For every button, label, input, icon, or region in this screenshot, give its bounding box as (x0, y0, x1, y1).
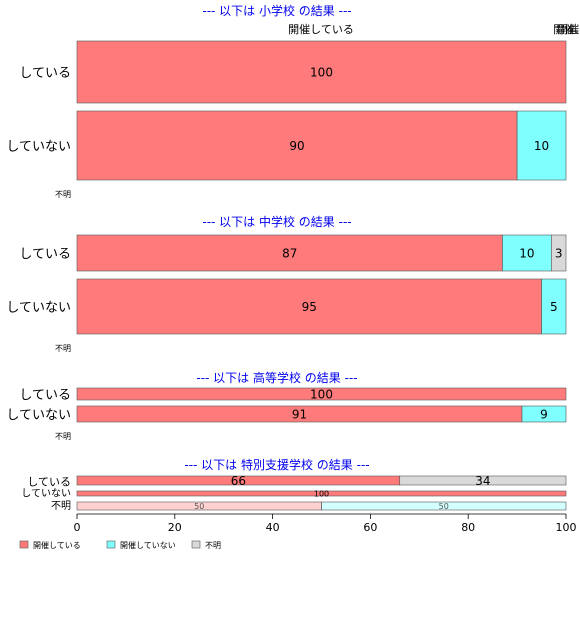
bar-segment (551, 234, 567, 272)
data-label: 100 (310, 388, 333, 402)
header-label-not-held: 開催. (553, 22, 579, 36)
bar-segment (399, 475, 567, 486)
x-tick-label: 100 (556, 521, 577, 534)
x-tick-label: 0 (74, 521, 81, 534)
header-label-unknown: 開催. (557, 22, 580, 36)
data-label: 50 (439, 502, 449, 511)
x-tick-label: 80 (461, 521, 475, 534)
legend-label: 不明 (205, 541, 221, 550)
row-label: している (27, 476, 71, 489)
row-label: している (19, 247, 71, 262)
bar-segment (76, 110, 518, 181)
panel-title: --- 以下は 特別支援学校 の結果 --- (184, 457, 369, 472)
panel-title: --- 以下は 高等学校 の結果 --- (196, 370, 357, 385)
legend-label: 開催している (33, 540, 81, 550)
data-label: 9 (540, 408, 548, 422)
bar-segment (76, 234, 503, 272)
data-label: 10 (519, 247, 534, 261)
row-label: していない (21, 488, 71, 500)
bar-segment (76, 278, 542, 335)
bar-segment (502, 234, 552, 272)
row-label-empty: 不明 (55, 432, 71, 441)
data-label: 100 (310, 66, 333, 80)
legend-swatch (106, 540, 116, 549)
legend-swatch (191, 540, 201, 549)
bar-segment (76, 387, 567, 401)
data-label: 10 (534, 139, 549, 153)
bar-segment (541, 278, 567, 335)
row-label: している (19, 66, 71, 81)
bar-segment (76, 40, 567, 104)
data-label: 50 (194, 502, 204, 511)
bar-segment (76, 490, 567, 497)
x-tick-label: 60 (363, 521, 377, 534)
row-label: していない (6, 408, 71, 423)
bar-segment (321, 501, 567, 511)
data-label: 95 (302, 300, 317, 314)
data-label: 100 (314, 490, 329, 499)
x-tick-label: 20 (168, 521, 182, 534)
row-label: していない (6, 301, 71, 316)
row-label: 不明 (51, 500, 71, 512)
row-label: している (19, 388, 71, 403)
legend-label: 開催していない (120, 540, 176, 550)
data-label: 3 (555, 247, 563, 261)
row-label-empty: 不明 (55, 344, 71, 353)
bar-segment (521, 405, 567, 423)
data-label: 5 (550, 300, 558, 314)
bar-segment (516, 110, 567, 181)
data-label: 66 (231, 474, 246, 488)
data-label: 91 (292, 408, 307, 422)
header-label-held: 開催している (288, 22, 354, 36)
row-label: していない (6, 140, 71, 155)
row-label-empty: 不明 (55, 190, 71, 199)
data-label: 87 (282, 247, 297, 261)
x-tick-label: 40 (266, 521, 280, 534)
data-label: 34 (475, 474, 490, 488)
panel-title: --- 以下は 小学校 の結果 --- (202, 3, 351, 18)
legend-swatch (19, 540, 29, 549)
panel-title: --- 以下は 中学校 の結果 --- (202, 214, 351, 229)
data-label: 90 (289, 139, 304, 153)
